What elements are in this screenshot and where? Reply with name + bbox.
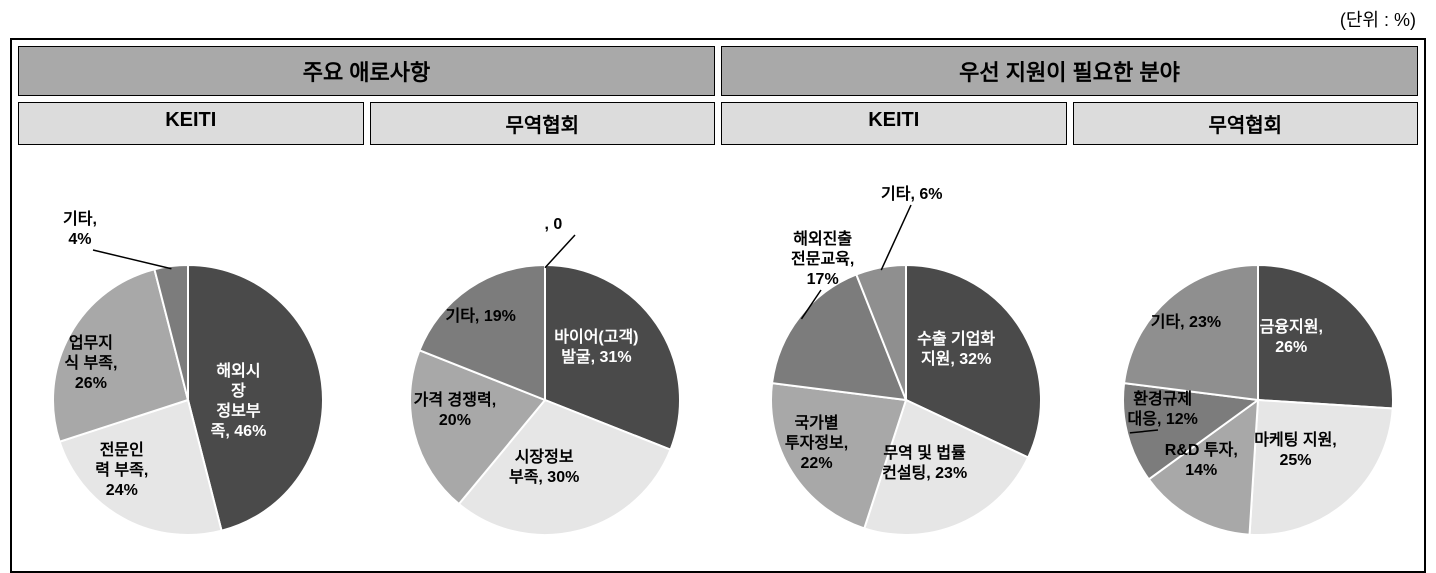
- sub-header-0: KEITI: [18, 102, 364, 145]
- sub-header-row: KEITI 무역협회 KEITI 무역협회: [18, 102, 1418, 145]
- pie-chart-1: 바이어(고객) 발굴, 31%시장정보 부족, 30%가격 경쟁력, 20%기타…: [370, 155, 716, 565]
- pie-1-callout-4: [545, 235, 575, 268]
- pie-chart-0: 해외시 장 정보부 족, 46%전문인 력 부족, 24%업무지 식 부족, 2…: [18, 155, 364, 565]
- sub-header-2: KEITI: [721, 102, 1067, 145]
- sub-header-1: 무역협회: [370, 102, 716, 145]
- charts-row: 해외시 장 정보부 족, 46%전문인 력 부족, 24%업무지 식 부족, 2…: [18, 155, 1418, 565]
- chart-container: 주요 애로사항 우선 지원이 필요한 분야 KEITI 무역협회 KEITI 무…: [10, 38, 1426, 573]
- pie-3-slice-0: [1258, 265, 1393, 408]
- pie-2-callout-4: [881, 205, 911, 270]
- pie-chart-3: 금융지원, 26%마케팅 지원, 25%R&D 투자, 14%환경규제 대응, …: [1073, 155, 1419, 565]
- pie-3-slice-4: [1124, 265, 1258, 400]
- pie-3-slice-1: [1249, 400, 1392, 535]
- group-header-0: 주요 애로사항: [18, 46, 715, 96]
- group-header-row: 주요 애로사항 우선 지원이 필요한 분야: [18, 46, 1418, 96]
- group-header-1: 우선 지원이 필요한 분야: [721, 46, 1418, 96]
- sub-header-3: 무역협회: [1073, 102, 1419, 145]
- pie-chart-2: 수출 기업화 지원, 32%무역 및 법률 컨설팅, 23%국가별 투자정보, …: [721, 155, 1067, 565]
- unit-label: (단위 : %): [0, 0, 1436, 38]
- pie-0-callout-3: [93, 250, 171, 269]
